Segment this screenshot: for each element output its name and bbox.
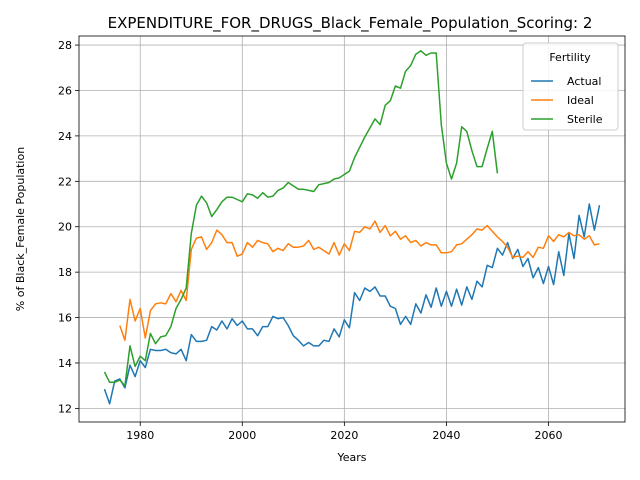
x-tick-label: 2040 [432,429,460,442]
legend-box [522,42,619,131]
legend-label-actual: Actual [567,75,601,88]
legend: Fertility Actual Ideal Sterile [522,42,619,131]
y-axis-label: % of Black_Female Population [14,147,27,311]
legend-label-ideal: Ideal [567,94,594,107]
y-tick-label: 20 [58,221,72,234]
y-tick-label: 12 [58,402,72,415]
chart-title: EXPENDITURE_FOR_DRUGS_Black_Female_Popul… [108,14,593,33]
y-tick-label: 28 [58,39,72,52]
plot-frame [78,35,626,423]
x-axis-label: Years [336,451,366,464]
x-tick-label: 2000 [228,429,256,442]
series-lines [103,50,601,405]
y-tick-label: 26 [58,84,72,97]
y-tick-label: 24 [58,130,72,143]
series-line-ideal [119,220,600,342]
x-tick-label: 2060 [534,429,562,442]
legend-title: Fertility [549,51,591,64]
y-tick-label: 14 [58,357,72,370]
y-tick-label: 16 [58,312,72,325]
x-tick-label: 2020 [330,429,358,442]
series-line-actual [103,203,601,405]
y-axis: 12 14 16 18 20 22 24 26 28 [58,39,79,415]
y-tick-label: 22 [58,175,72,188]
x-axis: 1980 2000 2020 2040 2060 [126,422,562,442]
x-tick-label: 1980 [126,429,154,442]
legend-label-sterile: Sterile [567,113,603,126]
series-line-sterile [103,50,499,387]
y-tick-label: 18 [58,266,72,279]
